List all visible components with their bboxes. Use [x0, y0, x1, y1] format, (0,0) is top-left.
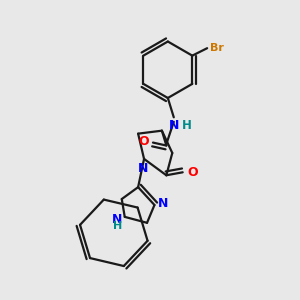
Text: O: O: [138, 135, 148, 148]
Text: H: H: [182, 119, 192, 132]
Text: N: N: [158, 197, 168, 210]
Text: H: H: [112, 221, 122, 231]
Text: N: N: [169, 119, 179, 132]
Text: N: N: [111, 213, 122, 226]
Text: N: N: [137, 162, 148, 175]
Text: Br: Br: [210, 43, 224, 53]
Text: O: O: [187, 166, 198, 179]
